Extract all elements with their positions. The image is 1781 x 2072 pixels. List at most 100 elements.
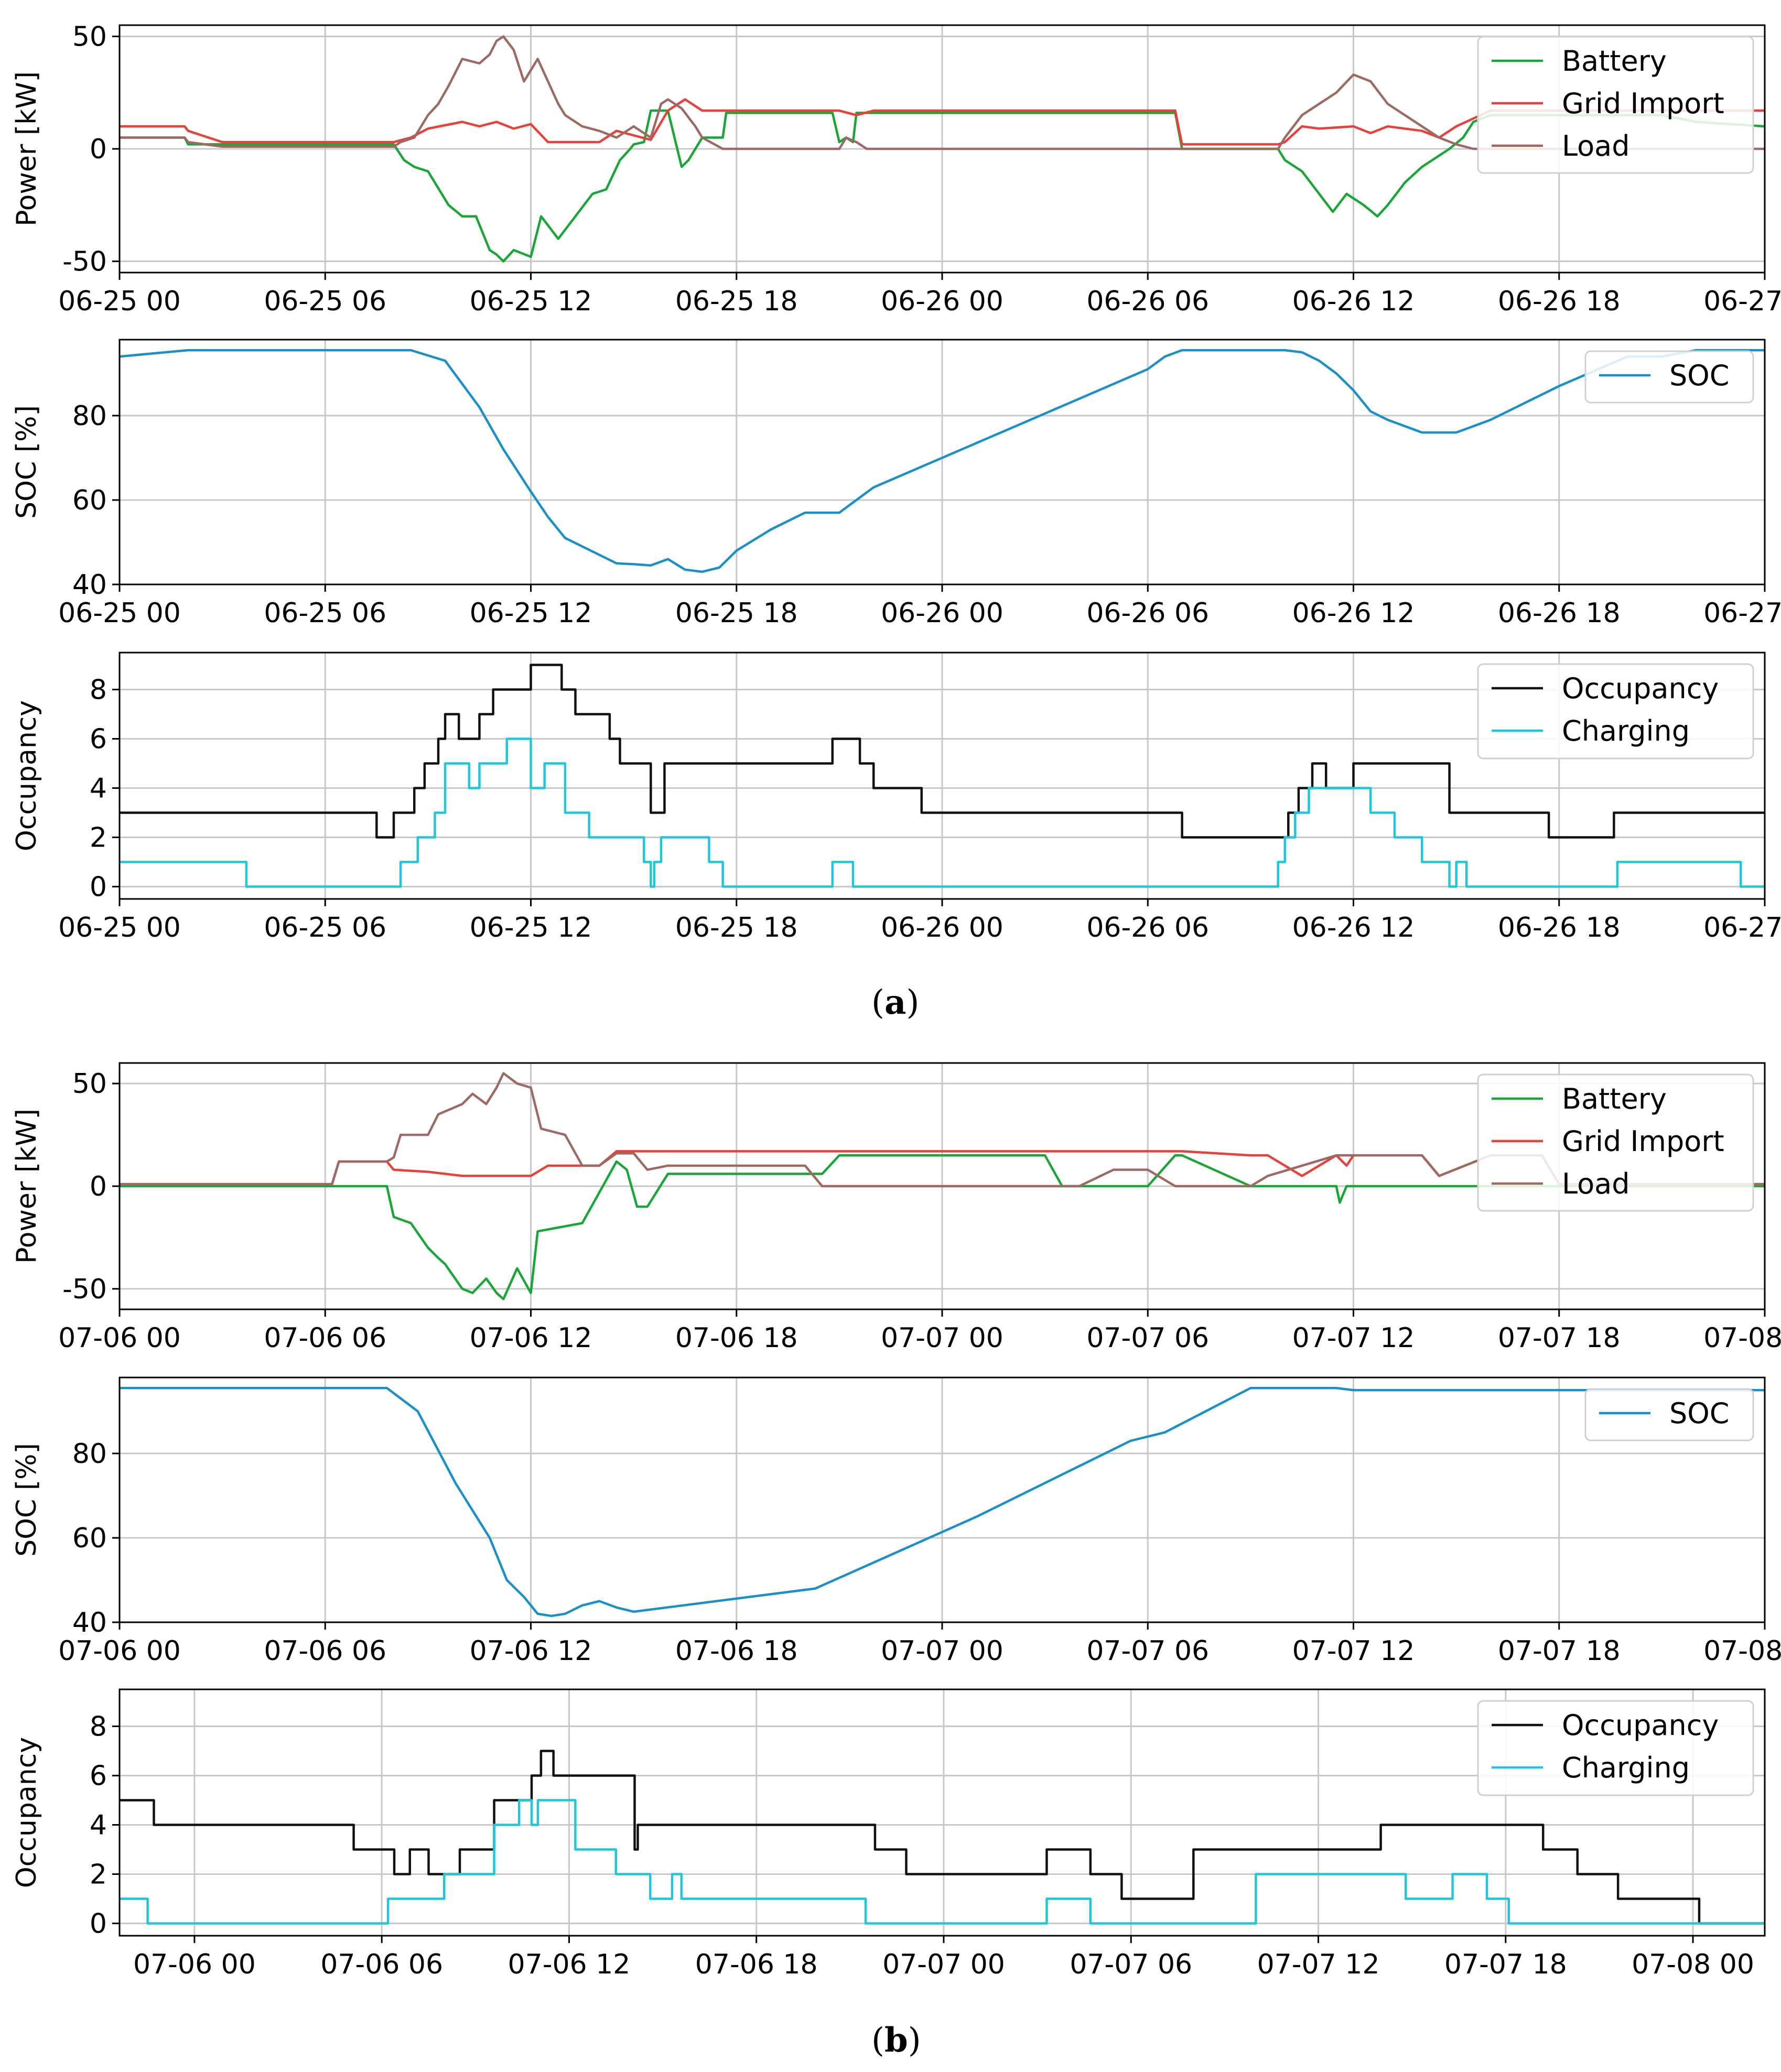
- y-axis-label: SOC [%]: [11, 405, 42, 519]
- series-line-charging: [120, 1799, 1765, 1925]
- x-tick-label: 07-08 00: [1703, 1635, 1781, 1667]
- y-tick-label: 0: [90, 134, 107, 165]
- panel-b_soc: 07-06 00 07-06 06 07-06 12 07-06 18 07-07 00…: [11, 1376, 1781, 1667]
- legend-box: [1477, 1073, 1754, 1212]
- y-tick-label: 0: [90, 1908, 107, 1940]
- y-tick-label: 40: [72, 569, 107, 601]
- x-tick-label: 06-26 12: [1292, 912, 1415, 943]
- legend-box: [1477, 1700, 1754, 1796]
- y-tick-label: 80: [72, 1438, 107, 1470]
- x-tick-label: 06-25 00: [58, 598, 181, 629]
- y-tick-label: 0: [90, 872, 107, 903]
- x-tick-label: 06-26 00: [881, 286, 1003, 317]
- legend: SOC: [1584, 350, 1754, 404]
- x-tick-label: 06-25 18: [675, 598, 798, 629]
- y-axis-label: Occupancy: [11, 700, 42, 851]
- y-tick-label: 6: [90, 724, 107, 755]
- series-line-charging: [120, 737, 1765, 888]
- x-tick-label: 06-25 12: [470, 286, 592, 317]
- x-tick-label: 07-07 06: [1086, 1635, 1209, 1667]
- legend-label: Battery: [1562, 1082, 1667, 1115]
- x-tick-label: 06-25 12: [470, 912, 592, 943]
- panels: 06-25 00 06-25 06 06-25 12 06-25 18 06-26 00…: [11, 21, 1781, 1980]
- panel-b_occ: 07-06 00 07-06 06 07-06 12 07-06 18 07-07 00…: [11, 1688, 1766, 1980]
- legend-label: Grid Import: [1562, 1125, 1724, 1158]
- x-tick-label: 07-07 06: [1070, 1949, 1192, 1980]
- x-tick-label: 07-07 00: [882, 1949, 1005, 1980]
- panel-a_soc: 06-25 00 06-25 06 06-25 12 06-25 18 06-26 00…: [11, 339, 1781, 629]
- y-tick-label: 4: [90, 1810, 107, 1841]
- series-line-battery: [120, 1154, 1765, 1300]
- legend-box: [1584, 350, 1754, 404]
- x-tick-label: 06-25 18: [675, 912, 798, 943]
- legend: Occupancy Charging: [1477, 663, 1754, 760]
- x-tick-label: 07-06 00: [58, 1635, 181, 1667]
- panel-a_occ: 06-25 00 06-25 06 06-25 12 06-25 18 06-26 00…: [11, 652, 1781, 943]
- y-axis-label: Power [kW]: [11, 71, 42, 226]
- y-tick-label: 4: [90, 773, 107, 805]
- series-line-load: [120, 1072, 1765, 1188]
- x-tick-label: 07-06 18: [675, 1322, 798, 1354]
- legend-label: Occupancy: [1562, 672, 1719, 705]
- x-tick-label: 06-25 12: [470, 598, 592, 629]
- x-tick-label: 07-06 18: [695, 1949, 818, 1980]
- legend: Battery Grid Import Load: [1477, 36, 1754, 174]
- y-axis-label: SOC [%]: [11, 1443, 42, 1557]
- series-line-battery: [120, 109, 1765, 263]
- x-tick-label: 06-25 18: [675, 286, 798, 317]
- caption-a-letter: a: [884, 983, 906, 1022]
- y-tick-label: 2: [90, 1859, 107, 1891]
- y-tick-label: 50: [72, 1068, 107, 1100]
- y-tick-label: 50: [72, 21, 107, 52]
- legend-label: Load: [1562, 1167, 1630, 1200]
- x-tick-label: 06-27 00: [1703, 286, 1781, 317]
- x-tick-label: 06-25 00: [58, 912, 181, 943]
- legend: Occupancy Charging: [1477, 1700, 1754, 1796]
- series-line-load: [120, 35, 1765, 150]
- x-tick-label: 07-06 06: [264, 1322, 386, 1354]
- x-tick-label: 06-25 06: [264, 912, 386, 943]
- legend: SOC: [1584, 1388, 1754, 1441]
- x-tick-label: 06-26 18: [1498, 598, 1621, 629]
- x-tick-label: 06-26 00: [881, 912, 1003, 943]
- y-tick-label: 0: [90, 1171, 107, 1202]
- legend-label: Charging: [1562, 1751, 1690, 1784]
- x-tick-label: 07-06 00: [58, 1322, 181, 1354]
- series-line-soc: [120, 1386, 1765, 1618]
- panel-b_power: 07-06 00 07-06 06 07-06 12 07-06 18 07-07 00…: [11, 1062, 1781, 1354]
- legend-label: Charging: [1562, 714, 1690, 747]
- x-tick-label: 07-06 06: [264, 1635, 386, 1667]
- caption-b: (b): [871, 2021, 921, 2060]
- y-tick-label: 60: [72, 1523, 107, 1554]
- x-tick-label: 07-08 00: [1703, 1322, 1781, 1354]
- y-tick-label: 60: [72, 485, 107, 516]
- legend-label: Load: [1562, 129, 1630, 162]
- x-tick-label: 07-07 18: [1444, 1949, 1567, 1980]
- x-tick-label: 06-26 18: [1498, 286, 1621, 317]
- series-line-occupancy: [120, 1750, 1765, 1925]
- x-tick-label: 06-27 00: [1703, 912, 1781, 943]
- x-tick-label: 07-07 12: [1292, 1635, 1415, 1667]
- legend-label: Occupancy: [1562, 1709, 1719, 1742]
- x-tick-label: 07-06 12: [470, 1322, 592, 1354]
- legend-box: [1477, 663, 1754, 760]
- x-tick-label: 06-26 00: [881, 598, 1003, 629]
- series-line-grid-import: [120, 98, 1765, 146]
- x-tick-label: 07-06 12: [470, 1635, 592, 1667]
- x-tick-label: 06-25 06: [264, 286, 386, 317]
- x-tick-label: 06-26 06: [1086, 912, 1209, 943]
- x-tick-label: 07-08 00: [1632, 1949, 1754, 1980]
- x-tick-label: 07-07 18: [1498, 1635, 1621, 1667]
- x-tick-label: 07-07 00: [881, 1322, 1003, 1354]
- x-tick-label: 06-26 06: [1086, 286, 1209, 317]
- legend: Battery Grid Import Load: [1477, 1073, 1754, 1212]
- panel-a_power: 06-25 00 06-25 06 06-25 12 06-25 18 06-26 00…: [11, 21, 1781, 317]
- x-tick-label: 07-07 12: [1257, 1949, 1380, 1980]
- x-tick-label: 06-26 18: [1498, 912, 1621, 943]
- legend-label: Grid Import: [1562, 87, 1724, 120]
- legend-label: SOC: [1669, 359, 1730, 392]
- y-tick-label: 8: [90, 675, 107, 706]
- x-tick-label: 06-26 12: [1292, 598, 1415, 629]
- x-tick-label: 07-07 06: [1086, 1322, 1209, 1354]
- x-tick-label: 07-06 12: [508, 1949, 631, 1980]
